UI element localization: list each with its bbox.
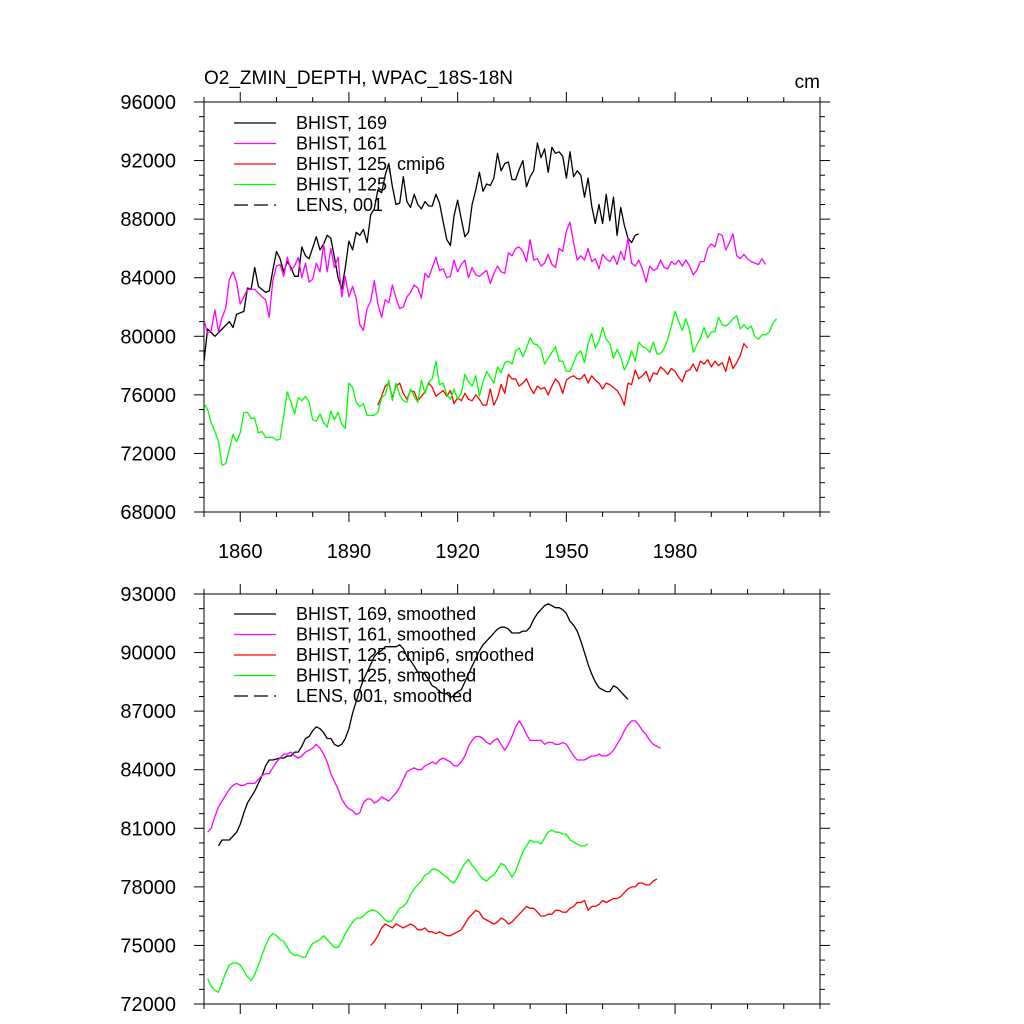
y-tick-label: 75000 [120, 935, 176, 957]
legend-label: LENS, 001, smoothed [296, 686, 472, 706]
legend-label: BHIST, 125, smoothed [296, 666, 476, 686]
legend-label: BHIST, 169, smoothed [296, 604, 476, 624]
x-tick-label: 1950 [544, 541, 589, 563]
y-tick-label: 72000 [120, 994, 176, 1016]
legend-label: LENS, 001 [296, 195, 383, 215]
series-line-bhist-161 [204, 221, 767, 335]
series-line-bhist-125 [204, 310, 778, 466]
legend-label: BHIST, 125 [296, 175, 387, 195]
y-tick-label: 88000 [120, 209, 176, 231]
legend-label: BHIST, 161, smoothed [296, 625, 476, 645]
y-tick-label: 81000 [120, 818, 176, 840]
series-group [207, 603, 661, 993]
panel-bottom: 72000 75000 78000 81000 84000 87000 90000 93000… [120, 584, 830, 1016]
y-tick-label: 68000 [120, 502, 176, 524]
legend-label: BHIST, 161 [296, 134, 387, 154]
panel-top: 1860 1890 1920 1950 1980 68000 72000 76000 80000… [120, 68, 830, 563]
legend-label: BHIST, 169 [296, 113, 387, 133]
series-line-bhist-125-cmip6 [377, 342, 749, 406]
y-tick-label: 76000 [120, 385, 176, 407]
chart-title: O2_ZMIN_DEPTH, WPAC_18S-18N [204, 68, 513, 89]
y-tick-label: 92000 [120, 151, 176, 173]
y-tick-label: 93000 [120, 584, 176, 606]
y-tick-label: 80000 [120, 326, 176, 348]
series-group [204, 142, 778, 466]
y-tick-label: 72000 [120, 443, 176, 465]
units-label: cm [795, 72, 820, 93]
series-line-bhist-125-cmip6-smoothed [370, 878, 658, 946]
legend-label: BHIST, 125, cmip6, smoothed [296, 645, 534, 665]
y-tick-label: 87000 [120, 701, 176, 723]
x-tick-label: 1920 [435, 541, 480, 563]
y-tick-label: 84000 [120, 760, 176, 782]
y-tick-label: 96000 [120, 92, 176, 114]
y-tick-label: 78000 [120, 877, 176, 899]
x-tick-label: 1980 [653, 541, 698, 563]
x-tick-label: 1890 [327, 541, 372, 563]
y-tick-label: 84000 [120, 268, 176, 290]
x-tick-label: 1860 [218, 541, 263, 563]
y-tick-label: 90000 [120, 643, 176, 665]
series-line-bhist-125-smoothed [207, 829, 589, 993]
legend-label: BHIST, 125, cmip6 [296, 154, 445, 174]
series-line-bhist-169 [204, 142, 640, 362]
series-line-bhist-161-smoothed [207, 720, 661, 833]
series-line-bhist-169-smoothed [217, 603, 629, 847]
